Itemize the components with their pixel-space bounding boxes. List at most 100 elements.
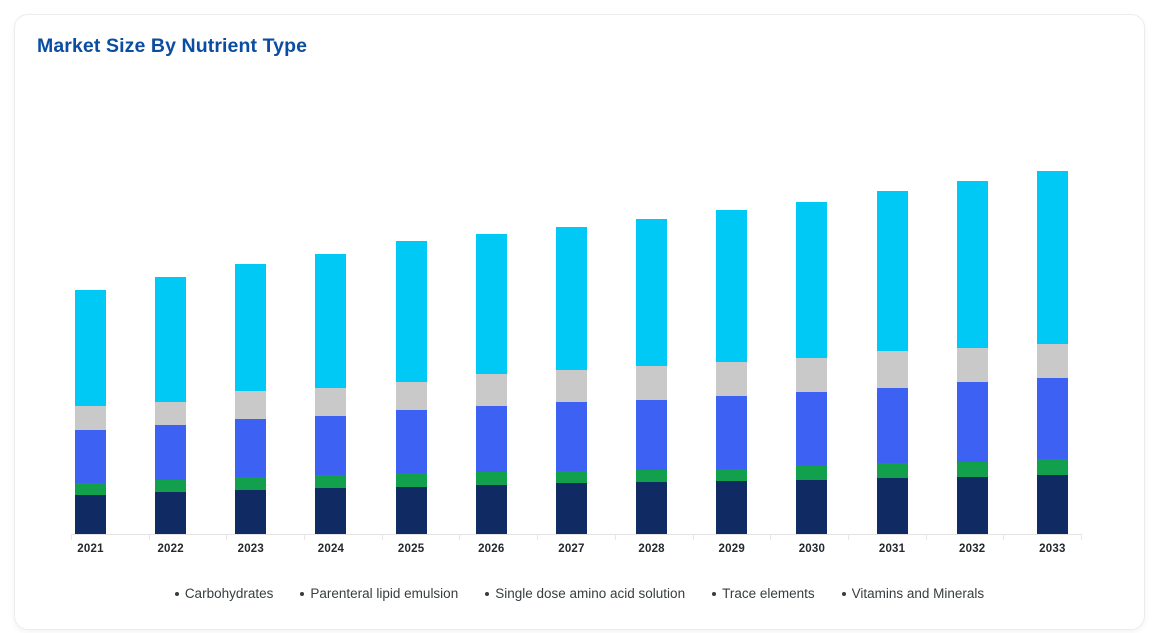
bar-segment-vitamins-and-minerals[interactable] [636, 219, 668, 366]
legend-item-parenteral-lipid-emulsion[interactable]: Parenteral lipid emulsion [300, 586, 458, 601]
axis-tick [1080, 534, 1082, 540]
bar-segment-carbohydrates[interactable] [716, 481, 748, 534]
axis-tick [1003, 534, 1005, 540]
legend-item-carbohydrates[interactable]: Carbohydrates [174, 586, 274, 601]
bar-segment-trace-elements[interactable] [235, 391, 267, 419]
x-axis-label: 2031 [878, 543, 906, 555]
bar-segment-vitamins-and-minerals[interactable] [75, 290, 106, 406]
bar-segment-carbohydrates[interactable] [956, 477, 988, 534]
stacked-bar [155, 169, 187, 534]
bar-segment-carbohydrates[interactable] [636, 482, 668, 534]
axis-tick [381, 534, 383, 540]
stacked-bar [1036, 169, 1068, 534]
bar-segment-single-dose-amino-acid-solution[interactable] [315, 416, 347, 475]
bar-segment-parenteral-lipid-emulsion[interactable] [1036, 459, 1068, 475]
bar-segment-trace-elements[interactable] [636, 366, 668, 400]
axis-tick [71, 534, 72, 540]
bar-segment-carbohydrates[interactable] [796, 480, 828, 534]
bar-segment-carbohydrates[interactable] [315, 488, 347, 534]
bar-segment-single-dose-amino-acid-solution[interactable] [1036, 378, 1068, 459]
bar-column [636, 169, 668, 534]
bar-segment-carbohydrates[interactable] [876, 478, 908, 534]
bar-segment-parenteral-lipid-emulsion[interactable] [235, 477, 267, 490]
legend-label: Trace elements [722, 586, 815, 601]
bar-segment-carbohydrates[interactable] [395, 487, 427, 534]
legend-item-single-dose-amino-acid-solution[interactable]: Single dose amino acid solution [485, 586, 685, 601]
bar-column [75, 169, 106, 534]
bar-segment-parenteral-lipid-emulsion[interactable] [155, 480, 187, 492]
bar-segment-carbohydrates[interactable] [235, 490, 267, 534]
bar-segment-single-dose-amino-acid-solution[interactable] [475, 406, 507, 472]
axis-tick [925, 534, 927, 540]
bar-segment-single-dose-amino-acid-solution[interactable] [555, 402, 587, 471]
bar-column [395, 169, 427, 534]
bar-segment-trace-elements[interactable] [75, 406, 106, 430]
bar-segment-vitamins-and-minerals[interactable] [716, 210, 748, 362]
bar-segment-carbohydrates[interactable] [555, 483, 587, 534]
bar-segment-vitamins-and-minerals[interactable] [395, 241, 427, 382]
bar-column [1036, 169, 1068, 534]
bar-segment-vitamins-and-minerals[interactable] [555, 227, 587, 370]
axis-tick [770, 534, 772, 540]
bar-segment-parenteral-lipid-emulsion[interactable] [315, 475, 347, 488]
bar-segment-trace-elements[interactable] [155, 402, 187, 425]
x-axis-label: 2025 [397, 543, 425, 555]
legend-label: Carbohydrates [184, 586, 274, 601]
bar-segment-trace-elements[interactable] [956, 348, 988, 382]
bar-column [235, 169, 267, 534]
bar-segment-single-dose-amino-acid-solution[interactable] [235, 419, 267, 477]
x-axis-label: 2026 [478, 543, 505, 555]
bar-segment-single-dose-amino-acid-solution[interactable] [716, 396, 748, 469]
bar-segment-trace-elements[interactable] [555, 370, 587, 402]
bar-segment-trace-elements[interactable] [315, 388, 347, 416]
legend-item-trace-elements[interactable]: Trace elements [712, 586, 815, 601]
bar-segment-trace-elements[interactable] [876, 351, 908, 388]
x-axis-ticks [71, 534, 1082, 540]
bar-segment-carbohydrates[interactable] [1036, 475, 1068, 534]
bar-segment-carbohydrates[interactable] [75, 495, 106, 534]
axis-tick [614, 534, 616, 540]
bar-segment-vitamins-and-minerals[interactable] [956, 181, 988, 348]
bar-segment-trace-elements[interactable] [716, 362, 748, 396]
bar-segment-vitamins-and-minerals[interactable] [315, 254, 347, 388]
bar-segment-parenteral-lipid-emulsion[interactable] [636, 470, 668, 482]
bar-segment-single-dose-amino-acid-solution[interactable] [796, 392, 828, 466]
bar-segment-vitamins-and-minerals[interactable] [876, 191, 908, 351]
bar-segment-vitamins-and-minerals[interactable] [1036, 171, 1068, 344]
bar-segment-parenteral-lipid-emulsion[interactable] [555, 471, 587, 483]
bar-segment-parenteral-lipid-emulsion[interactable] [956, 462, 988, 477]
bar-segment-trace-elements[interactable] [475, 374, 507, 406]
bar-segment-trace-elements[interactable] [796, 358, 828, 392]
bar-segment-single-dose-amino-acid-solution[interactable] [876, 388, 908, 463]
plot-area: 2021 2022 2023 2024 2025 2026 2027 2028 2029 2030… [71, 169, 1082, 555]
legend: Carbohydrates Parenteral lipid emulsion Si… [15, 586, 1144, 601]
bar-column [956, 169, 988, 534]
stacked-bar [475, 169, 507, 534]
bar-segment-single-dose-amino-acid-solution[interactable] [155, 425, 187, 480]
bar-segment-vitamins-and-minerals[interactable] [475, 234, 507, 374]
bar-segment-trace-elements[interactable] [1036, 344, 1068, 378]
bar-columns [75, 169, 1068, 534]
bar-segment-single-dose-amino-acid-solution[interactable] [636, 400, 668, 470]
bar-column [475, 169, 507, 534]
bar-segment-carbohydrates[interactable] [155, 492, 187, 534]
bar-segment-parenteral-lipid-emulsion[interactable] [75, 483, 106, 495]
bar-segment-vitamins-and-minerals[interactable] [235, 264, 267, 391]
bar-segment-carbohydrates[interactable] [475, 485, 507, 534]
legend-item-vitamins-and-minerals[interactable]: Vitamins and Minerals [841, 586, 984, 601]
bar-segment-vitamins-and-minerals[interactable] [796, 202, 828, 358]
bar-segment-trace-elements[interactable] [395, 382, 427, 410]
stacked-bar [956, 169, 988, 534]
bar-segment-parenteral-lipid-emulsion[interactable] [796, 466, 828, 480]
bar-segment-parenteral-lipid-emulsion[interactable] [716, 469, 748, 481]
bar-segment-single-dose-amino-acid-solution[interactable] [395, 410, 427, 473]
x-axis-labels: 2021 2022 2023 2024 2025 2026 2027 2028 2029 2030… [75, 543, 1068, 555]
axis-tick [537, 534, 539, 540]
bar-segment-vitamins-and-minerals[interactable] [155, 277, 187, 402]
bar-segment-single-dose-amino-acid-solution[interactable] [75, 430, 106, 483]
axis-tick [304, 534, 306, 540]
bar-segment-parenteral-lipid-emulsion[interactable] [876, 463, 908, 478]
bar-segment-parenteral-lipid-emulsion[interactable] [395, 473, 427, 487]
bar-segment-single-dose-amino-acid-solution[interactable] [956, 382, 988, 462]
bar-segment-parenteral-lipid-emulsion[interactable] [475, 472, 507, 485]
